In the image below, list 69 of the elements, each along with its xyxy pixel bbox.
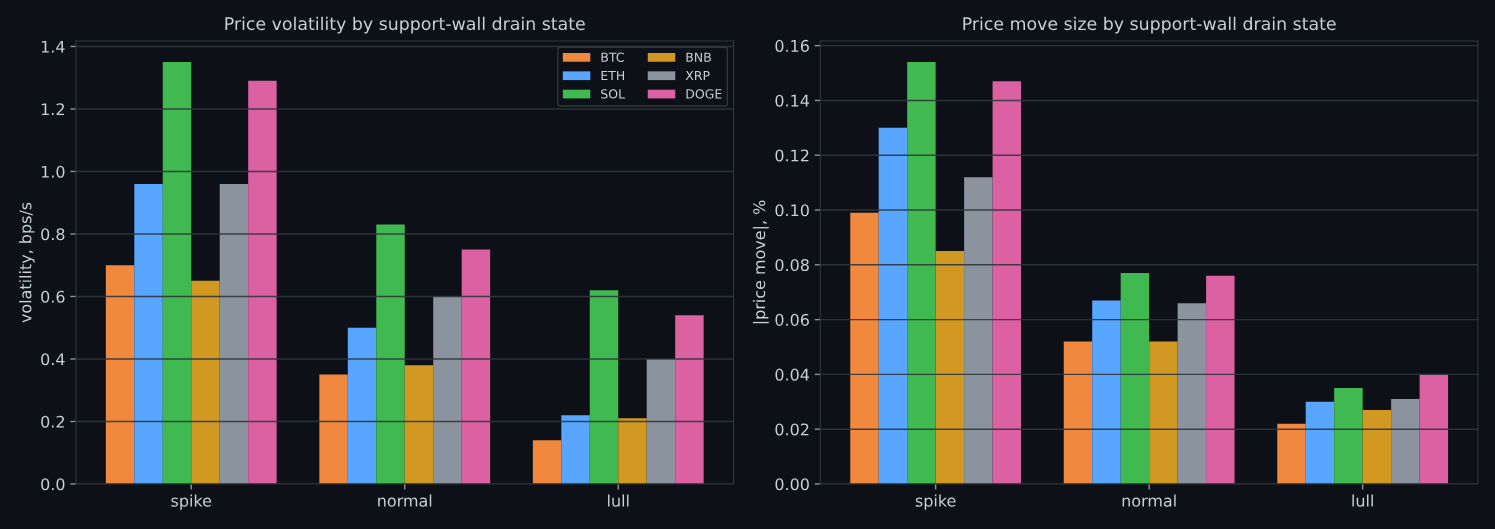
bar — [219, 183, 249, 484]
y-tick-label: 0.00 — [775, 478, 809, 491]
x-tick-label: normal — [1122, 494, 1176, 507]
bar — [561, 415, 590, 484]
bar — [1419, 374, 1449, 484]
y-tick-label: 0.14 — [775, 94, 810, 107]
bar — [992, 81, 1022, 484]
legend-label: DOGE — [686, 89, 722, 99]
y-tick-label: 0.16 — [775, 39, 809, 52]
bar — [935, 251, 965, 484]
y-tick-label: 0.10 — [775, 204, 809, 217]
bar — [105, 265, 135, 484]
bar — [878, 127, 908, 484]
x-tick-label: lull — [1352, 494, 1373, 507]
bar — [907, 62, 936, 484]
y-tick-label: 0.02 — [775, 423, 809, 436]
bar — [404, 365, 434, 484]
bar — [191, 280, 220, 484]
y-tick-label: 0.2 — [41, 415, 64, 428]
bar — [376, 224, 405, 484]
bar — [646, 358, 676, 484]
bar — [248, 80, 277, 484]
y-tick-label: 0.06 — [775, 313, 809, 326]
bar — [1305, 401, 1335, 484]
chart-title: Price volatility by support-wall drain state — [225, 16, 585, 34]
legend-label: BTC — [601, 52, 624, 62]
bar — [675, 315, 704, 484]
y-tick-label: 0.8 — [41, 228, 65, 241]
y-tick-label: 0.12 — [775, 149, 809, 162]
bar — [532, 440, 562, 484]
legend-label: ETH — [601, 70, 625, 81]
legend-label: XRP — [685, 70, 710, 81]
bar — [1277, 423, 1306, 484]
bar — [1149, 341, 1178, 484]
x-tick-label: normal — [378, 494, 432, 507]
bar — [1063, 341, 1093, 484]
bar — [134, 183, 163, 484]
bar — [964, 177, 993, 484]
bar — [347, 327, 377, 484]
bar — [1206, 275, 1235, 484]
bar — [1120, 273, 1150, 484]
y-tick-label: 0.6 — [41, 290, 65, 303]
bar — [461, 249, 491, 484]
bar — [589, 290, 619, 484]
bar — [319, 374, 348, 484]
y-axis-title: volatility, bps/s — [19, 202, 35, 323]
legend-label: BNB — [686, 52, 711, 62]
bar — [162, 62, 192, 484]
x-tick-label: spike — [915, 494, 956, 510]
x-tick-label: lull — [608, 494, 629, 507]
bar — [618, 418, 647, 484]
chart-title: Price move size by support-wall drain state — [963, 16, 1336, 34]
bar — [433, 296, 462, 484]
y-tick-label: 1.4 — [41, 40, 65, 53]
bar — [850, 212, 879, 484]
legend-label: SOL — [601, 89, 625, 99]
y-axis-title: |price move|, % — [752, 200, 769, 324]
y-tick-label: 1.2 — [41, 103, 64, 116]
y-tick-label: 0.08 — [775, 259, 809, 272]
y-tick-label: 0.04 — [775, 368, 810, 381]
y-tick-label: 1.0 — [41, 165, 65, 178]
y-tick-label: 0.0 — [41, 478, 65, 491]
bar — [1391, 399, 1420, 484]
y-tick-label: 0.4 — [41, 353, 65, 366]
bar — [1177, 303, 1207, 484]
bar — [1092, 300, 1121, 484]
bar — [1362, 410, 1392, 484]
x-tick-label: spike — [171, 494, 212, 510]
bar — [1334, 388, 1363, 484]
